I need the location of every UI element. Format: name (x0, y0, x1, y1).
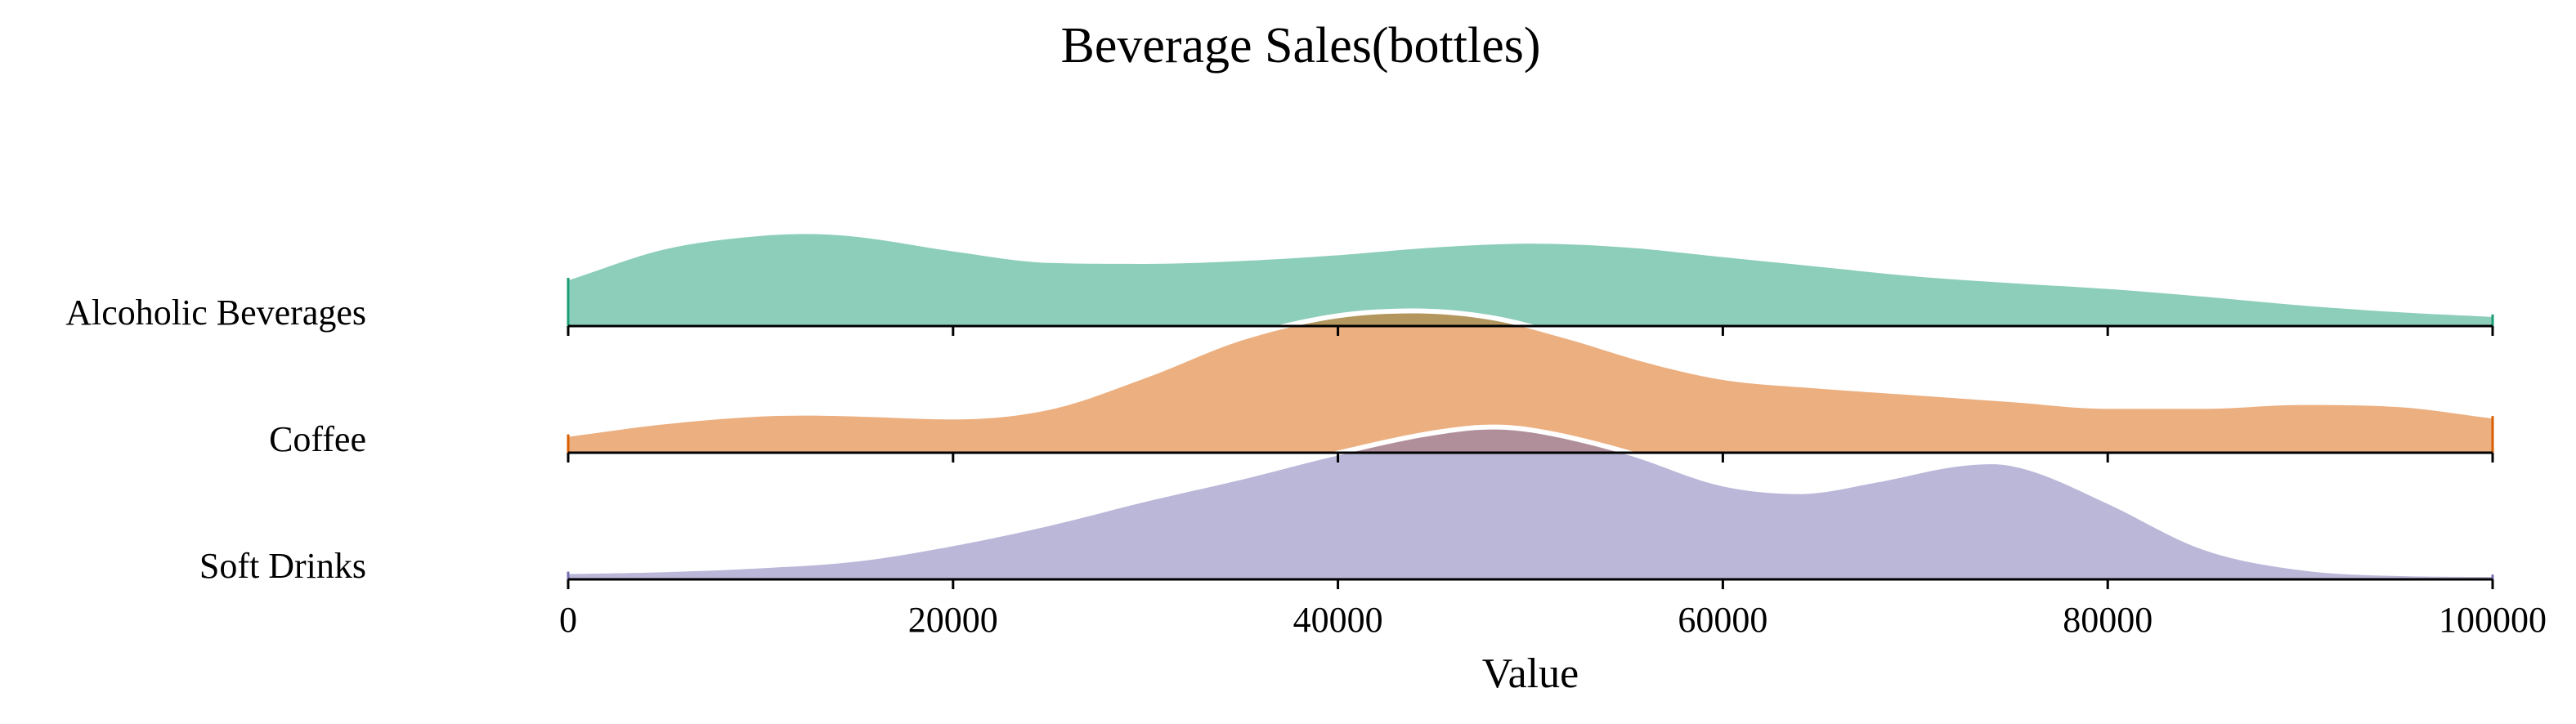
ridge-area-coffee (568, 311, 2493, 453)
x-axis-label: Value (1482, 650, 1579, 697)
series-label-soft-drinks: Soft Drinks (199, 546, 366, 586)
x-tick-label: 0 (559, 600, 577, 640)
x-tick-label: 40000 (1293, 600, 1383, 640)
x-tick-label: 80000 (2063, 600, 2153, 640)
x-tick-label: 100000 (2439, 600, 2547, 640)
ridge-area-alcoholic-beverages (568, 231, 2493, 326)
ridge-outline-alcoholic-beverages (567, 229, 2493, 317)
x-tick-label: 20000 (908, 600, 998, 640)
chart-title: Beverage Sales(bottles) (1060, 18, 1540, 74)
ridge-outline-soft-drinks (567, 424, 2493, 578)
axes-layer: Alcoholic Beverages Coffee Soft Drinks 0 200… (65, 293, 2547, 640)
x-tick-label: 60000 (1678, 600, 1767, 640)
series-label-alcoholic-beverages: Alcoholic Beverages (65, 293, 366, 333)
ridges-layer (567, 229, 2494, 579)
series-label-coffee: Coffee (269, 419, 366, 459)
